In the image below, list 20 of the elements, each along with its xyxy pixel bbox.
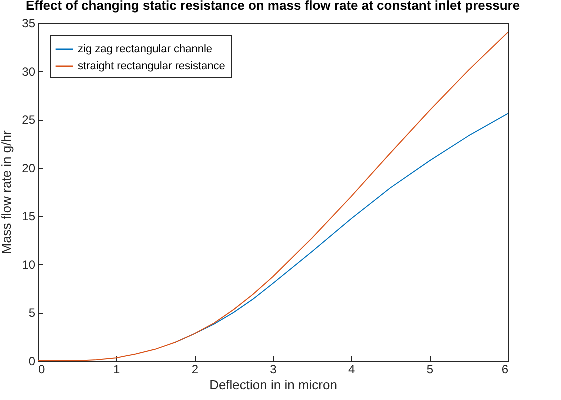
x-tick-label: 1 — [113, 362, 120, 376]
y-axis-title: Mass flow rate in g/hr — [0, 130, 14, 254]
y-tick-label: 35 — [22, 16, 36, 30]
line-series — [38, 32, 508, 362]
legend-label: zig zag rectangular channle — [78, 44, 213, 56]
x-tick-label: 4 — [348, 362, 356, 376]
x-tick-label: 5 — [426, 362, 434, 376]
y-tick-label: 20 — [22, 161, 36, 176]
x-tick-label: 6 — [502, 362, 509, 376]
chart-title: Effect of changing static resistance on mass flow rate at constant inlet pressure — [26, 0, 520, 13]
y-tick-label: 5 — [28, 306, 36, 320]
y-tick-label: 30 — [22, 64, 36, 79]
y-tick-label: 25 — [22, 113, 36, 128]
x-axis-title: Deflection in in micron — [210, 378, 338, 392]
x-tick-label: 0 — [38, 362, 46, 376]
y-tick-label: 15 — [22, 210, 36, 224]
legend-label: straight rectangular resistance — [78, 60, 226, 72]
x-tick-label: 3 — [270, 362, 278, 376]
y-tick-label: 10 — [22, 258, 36, 272]
x-tick-label: 2 — [192, 362, 199, 376]
